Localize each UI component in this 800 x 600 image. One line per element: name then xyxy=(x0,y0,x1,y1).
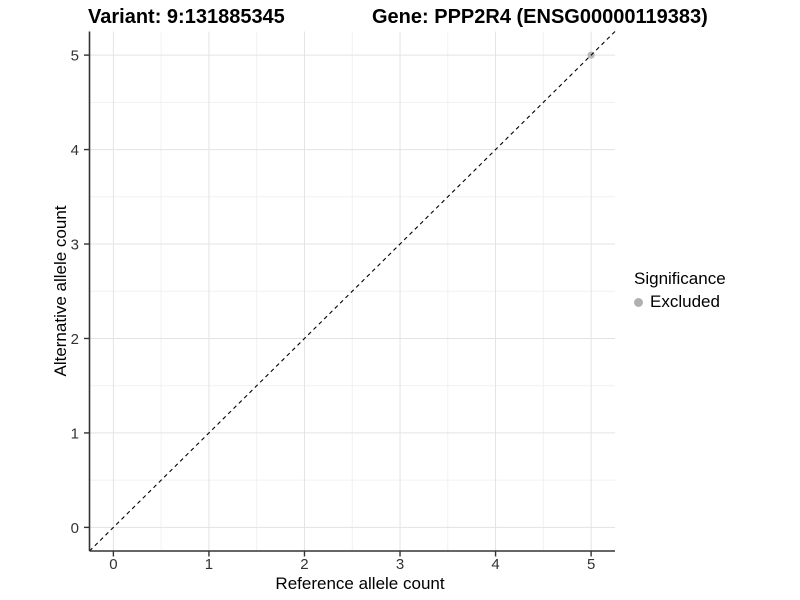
legend-title: Significance xyxy=(634,269,726,288)
identity-line xyxy=(89,31,616,552)
y-tick-label: 5 xyxy=(71,48,79,65)
variant-title: Variant: 9:131885345 xyxy=(88,6,285,28)
legend: Significance Excluded xyxy=(634,269,726,312)
y-tick-label: 2 xyxy=(71,331,79,348)
y-tick-label: 0 xyxy=(71,520,79,537)
x-tick-label: 0 xyxy=(109,556,117,573)
y-axis-title: Alternative allele count xyxy=(51,205,70,377)
y-tick-label: 1 xyxy=(71,425,79,442)
x-axis-title: Reference allele count xyxy=(275,574,445,593)
y-tick-label: 4 xyxy=(71,142,79,159)
x-tick-label: 4 xyxy=(491,556,499,573)
x-tick-label: 3 xyxy=(396,556,404,573)
x-tick-label: 1 xyxy=(205,556,213,573)
legend-item: Excluded xyxy=(634,292,726,312)
x-tick-label: 5 xyxy=(587,556,595,573)
gene-title: Gene: PPP2R4 (ENSG00000119383) xyxy=(372,6,708,28)
y-tick-label: 3 xyxy=(71,237,79,254)
x-tick-label: 2 xyxy=(300,556,308,573)
legend-item-label: Excluded xyxy=(650,292,720,311)
legend-point-icon xyxy=(634,297,643,307)
